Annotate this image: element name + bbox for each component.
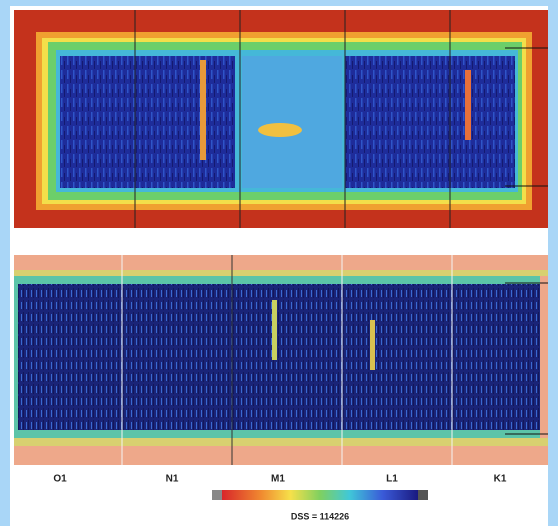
section-label: M1 xyxy=(271,474,285,485)
section-label: K1 xyxy=(494,474,507,485)
page: O1N1M1L1K1 DSS = 114226 (() => { const d… xyxy=(0,0,558,526)
top-heatmap xyxy=(14,10,548,228)
heat-blue xyxy=(345,56,515,188)
heat-blue xyxy=(60,56,235,188)
frame-top xyxy=(0,0,558,6)
heat-streak xyxy=(370,320,375,370)
heat-blue xyxy=(18,284,544,430)
section-label: N1 xyxy=(166,474,179,485)
heat-spot xyxy=(258,123,302,137)
heat-center xyxy=(242,56,342,188)
heat-edge xyxy=(540,276,548,438)
colorbar xyxy=(222,490,418,500)
caption: DSS = 114226 xyxy=(291,511,349,521)
frame-right xyxy=(548,0,558,526)
section-label: L1 xyxy=(386,474,398,485)
bottom-heatmap xyxy=(14,255,548,465)
colorbar-cap xyxy=(212,490,222,500)
figure: O1 N1 M1 L1 K1 DSS = 114226 xyxy=(0,0,558,526)
colorbar-cap xyxy=(418,490,428,500)
frame-left xyxy=(0,0,10,526)
heat-streak xyxy=(272,300,277,360)
section-label: O1 xyxy=(53,474,67,485)
heat-streak xyxy=(465,70,471,140)
heat-streak xyxy=(200,60,206,160)
